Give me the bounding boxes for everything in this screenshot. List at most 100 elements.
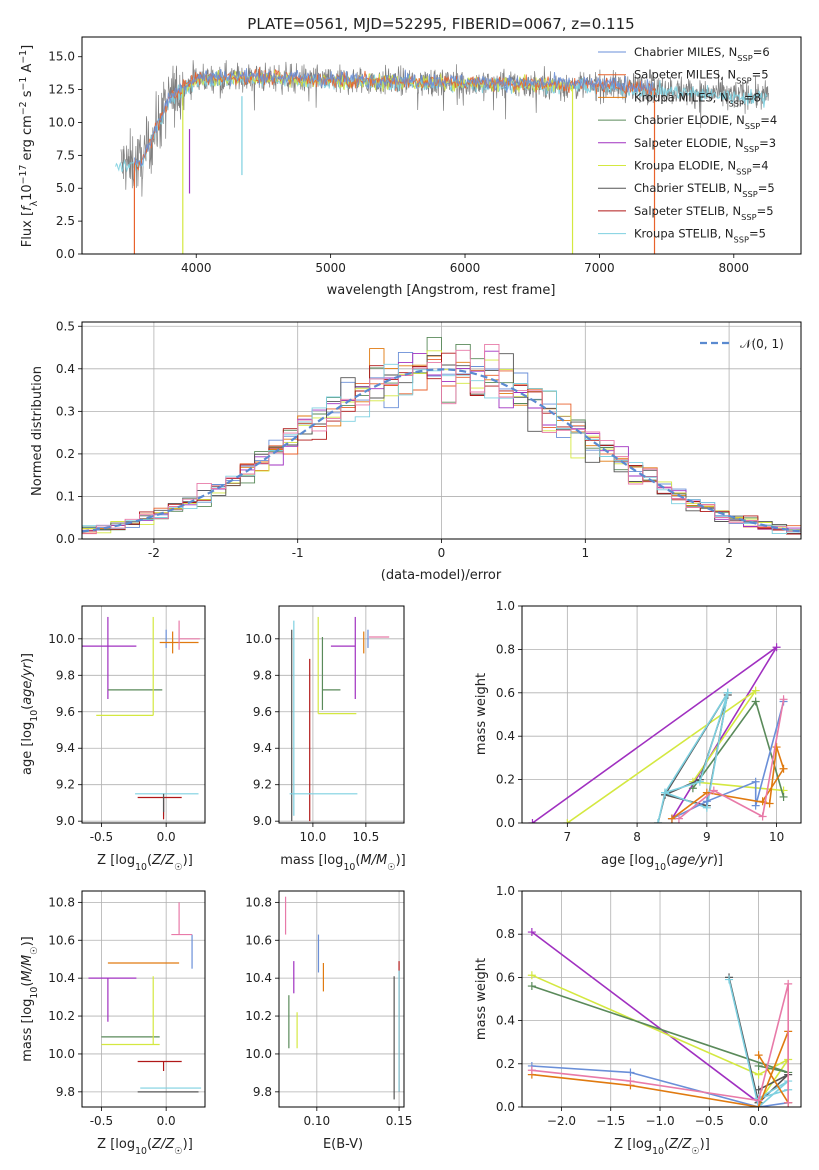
legend-label: Salpeter ELODIE, NSSP=3 — [634, 136, 776, 154]
axes-frame — [278, 890, 405, 1108]
y-tick-label: 0.6 — [496, 970, 515, 984]
weight-marker — [626, 1068, 635, 1077]
weight-marker — [527, 971, 536, 980]
x-axis-label: Z [log10(Z/Z☉)] — [97, 1137, 193, 1157]
x-axis-label: (data-model)/error — [381, 568, 502, 583]
y-tick-label: 10.0 — [48, 632, 75, 646]
axes-frame — [278, 605, 405, 824]
x-tick-label: 7000 — [584, 261, 615, 275]
error-bars — [82, 616, 200, 820]
x-tick-label: 0 — [438, 546, 446, 560]
axes-frame — [521, 890, 802, 1108]
x-axis-label: wavelength [Angstrom, rest frame] — [327, 283, 556, 298]
legend-label: Kroupa MILES, NSSP=8 — [634, 90, 761, 108]
y-tick-label: 10.8 — [48, 895, 75, 909]
weight-marker — [709, 786, 718, 795]
y-tick-label: 0.0 — [56, 532, 75, 546]
axes-frame — [81, 36, 802, 255]
y-axis-label: Normed distribution — [30, 366, 45, 496]
y-tick-label: 0.4 — [56, 362, 75, 376]
x-tick-label: -0.5 — [90, 1114, 113, 1128]
x-tick-label: 0.10 — [303, 1114, 330, 1128]
x-tick-label: 2 — [725, 546, 733, 560]
weight-marker — [751, 686, 760, 695]
x-axis-label: Z [log10(Z/Z☉)] — [97, 853, 193, 873]
histogram-panel: -2 -1 0 1 2 0.0 0.1 0.2 0.3 0.4 0.5 𝒩(0, 1) (data-mo… — [30, 319, 802, 583]
x-tick-label: -0.5 — [90, 830, 113, 844]
y-tick-label: 9.6 — [56, 705, 75, 719]
weight-marker — [654, 819, 663, 823]
axes-frame — [521, 605, 802, 824]
x-tick-label: −1.5 — [596, 1114, 625, 1128]
x-tick-label: 8000 — [719, 261, 750, 275]
y-tick-label: 9.2 — [253, 778, 272, 792]
x-tick-label: −2.0 — [547, 1114, 576, 1128]
x-tick-label: -2 — [148, 546, 160, 560]
x-tick-label: 10.0 — [300, 830, 327, 844]
x-axis-label: mass [log10(M/M☉)] — [280, 853, 406, 873]
y-tick-label: 0.4 — [496, 1014, 515, 1028]
weight-line — [671, 746, 785, 820]
weight-marker — [527, 928, 536, 937]
y-tick-label: 10.4 — [245, 971, 272, 985]
y-tick-label: 0.0 — [56, 247, 75, 261]
weight-marker — [660, 788, 669, 797]
weight-marker — [702, 797, 711, 806]
weight-lines — [527, 928, 793, 1107]
y-tick-label: 0.2 — [496, 1057, 515, 1071]
y-tick-label: 10.0 — [245, 632, 272, 646]
y-tick-label: 9.8 — [56, 1085, 75, 1099]
weight-marker — [527, 1066, 536, 1075]
age-z-panel: -0.5 0.0 9.0 9.2 9.4 9.6 9.8 10.0 Z [log10(Z/Z☉)… — [20, 605, 206, 873]
y-tick-label: 10.0 — [48, 1047, 75, 1061]
weight-marker — [754, 1061, 763, 1070]
legend-label: Salpeter MILES, NSSP=5 — [634, 68, 769, 86]
y-axis-label: Flux [fλ10−17 erg cm−2 s−1 A−1] — [18, 45, 40, 247]
weight-marker — [754, 1070, 763, 1079]
y-tick-label: 10.6 — [48, 933, 75, 947]
mass-ebv-panel: 0.10 0.15 9.8 10.0 10.2 10.4 10.6 10.8 E(B-V) — [245, 890, 412, 1152]
y-tick-label: 0.4 — [496, 729, 515, 743]
weight-marker — [667, 814, 676, 823]
age-mass-panel: 10.0 10.5 9.0 9.2 9.4 9.6 9.8 10.0 mass [log10(M… — [245, 605, 406, 873]
y-tick-label: 0.2 — [496, 773, 515, 787]
error-bars — [289, 616, 390, 822]
x-tick-label: 6000 — [450, 261, 481, 275]
weight-marker — [626, 1077, 635, 1086]
x-tick-label: −0.5 — [695, 1114, 724, 1128]
y-tick-label: 10.0 — [48, 115, 75, 129]
y-axis-label: age [log10(age/yr)] — [20, 653, 40, 775]
y-tick-label: 0.5 — [56, 319, 75, 333]
x-tick-label: 1 — [581, 546, 589, 560]
weight-marker — [751, 801, 760, 810]
x-axis-label: age [log10(age/yr)] — [601, 853, 723, 873]
y-tick-label: 2.5 — [56, 214, 75, 228]
weight-line — [531, 931, 760, 1104]
y-tick-label: 10.0 — [245, 1047, 272, 1061]
y-tick-label: 12.5 — [48, 83, 75, 97]
weight-line — [566, 689, 784, 823]
y-tick-label: 9.2 — [56, 778, 75, 792]
error-bars — [284, 896, 400, 1100]
weight-line — [531, 1031, 789, 1107]
y-tick-label: 9.8 — [253, 1085, 272, 1099]
weight-marker — [527, 982, 536, 991]
weight-line — [678, 699, 785, 820]
mass-z-panel: -0.5 0.0 9.8 10.0 10.2 10.4 10.6 10.8 Z [log10(Z… — [20, 890, 206, 1157]
x-axis-label: E(B-V) — [323, 1137, 363, 1152]
legend-label: Kroupa STELIB, NSSP=5 — [634, 227, 766, 245]
x-axis-label: Z [log10(Z/Z☉)] — [614, 1137, 710, 1157]
y-tick-label: 10.2 — [245, 1009, 272, 1023]
x-tick-label: 0.0 — [157, 1114, 176, 1128]
weight-marker — [754, 1051, 763, 1060]
weight-marker — [695, 777, 704, 786]
y-tick-label: 1.0 — [496, 599, 515, 613]
weight-marker — [779, 792, 788, 801]
y-tick-label: 0.0 — [496, 816, 515, 830]
y-tick-label: 10.4 — [48, 971, 75, 985]
x-tick-label: 9 — [703, 830, 711, 844]
y-tick-label: 9.4 — [56, 741, 75, 755]
weight-marker — [779, 695, 788, 704]
weight-marker — [772, 643, 781, 652]
